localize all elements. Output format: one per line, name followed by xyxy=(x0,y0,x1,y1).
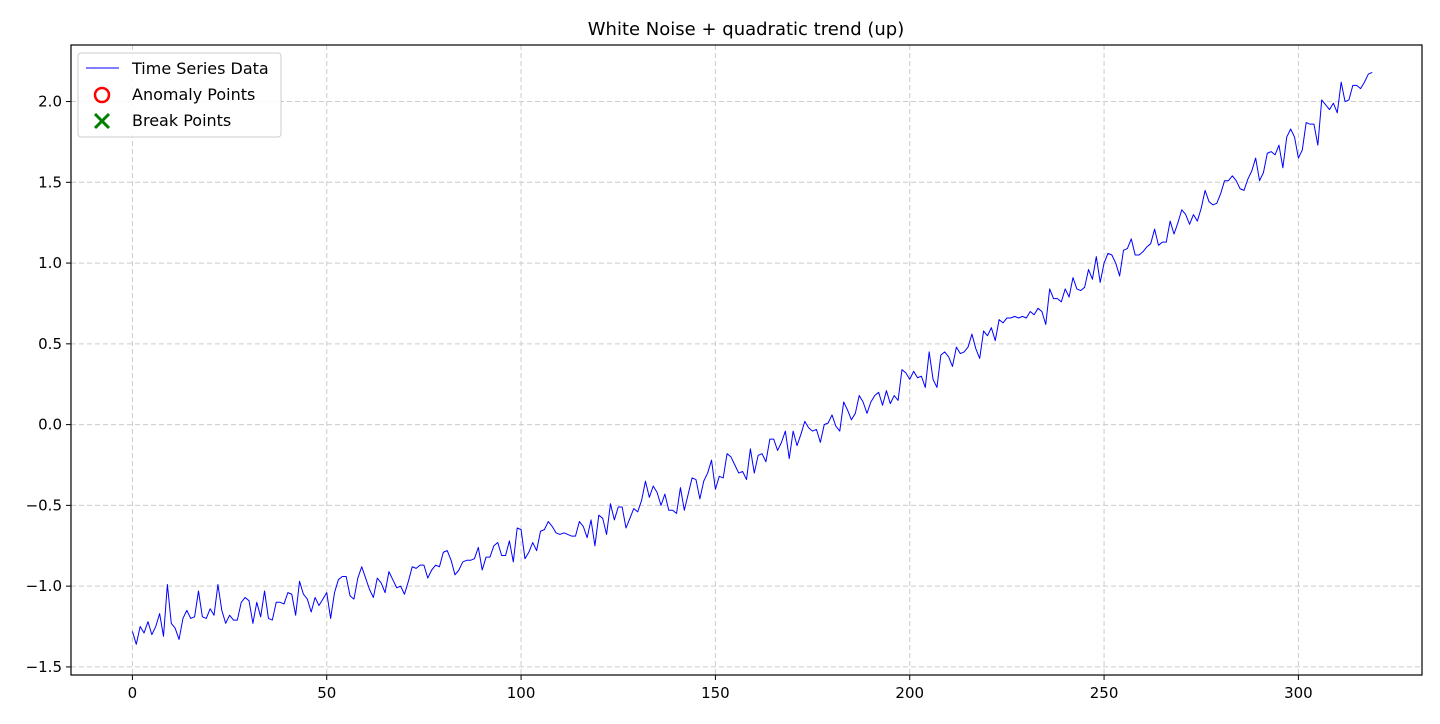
y-tick-label: −0.5 xyxy=(26,496,62,514)
axis-ticks: 0 50 100 150 200 250 300 −1.5 −1.0 −0.5 0.0 0.5 1.0 1… xyxy=(26,93,1313,702)
y-tick-label: 1.5 xyxy=(38,173,62,191)
series-layer xyxy=(131,71,1373,645)
y-tick-label: −1.5 xyxy=(26,658,62,676)
legend: Time Series Data Anomaly Points Break Po… xyxy=(77,52,282,138)
plot-area-frame xyxy=(70,44,1423,676)
legend-box xyxy=(77,52,282,138)
y-tick-label: 1.0 xyxy=(38,254,62,272)
y-tick-label: 2.0 xyxy=(38,93,62,111)
y-tick-label: 0.5 xyxy=(38,335,62,353)
chart-title: White Noise + quadratic trend (up) xyxy=(588,19,905,40)
y-tick-label: −1.0 xyxy=(26,577,62,595)
series-line-time-series-data xyxy=(131,71,1373,645)
legend-label-anomaly: Anomaly Points xyxy=(132,85,255,104)
x-tick-label: 300 xyxy=(1284,684,1313,702)
x-tick-label: 150 xyxy=(701,684,730,702)
x-tick-label: 250 xyxy=(1090,684,1119,702)
x-tick-label: 200 xyxy=(895,684,924,702)
x-tick-label: 50 xyxy=(317,684,336,702)
y-tick-label: 0.0 xyxy=(38,416,62,434)
x-tick-label: 0 xyxy=(128,684,138,702)
x-tick-label: 100 xyxy=(507,684,536,702)
legend-label-break: Break Points xyxy=(132,111,231,130)
legend-label-series: Time Series Data xyxy=(131,59,269,78)
grid xyxy=(71,45,1422,675)
legend-break-marker xyxy=(93,112,111,130)
legend-anomaly-marker xyxy=(93,86,111,104)
